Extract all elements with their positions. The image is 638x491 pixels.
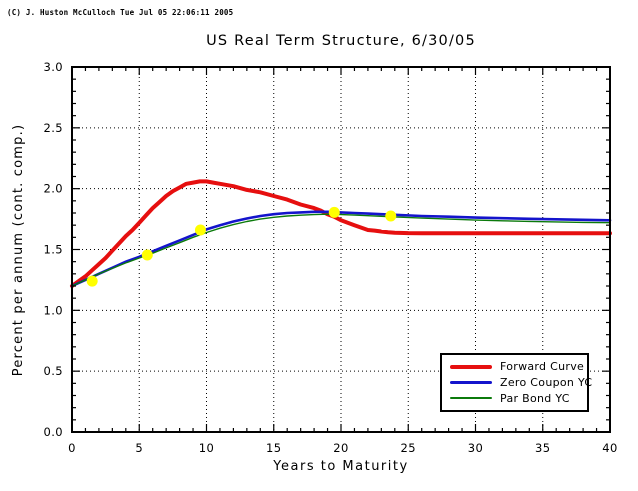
legend-line-sample-forward bbox=[450, 364, 492, 369]
data-point-marker bbox=[194, 224, 206, 236]
plot-frame bbox=[71, 66, 611, 433]
chart-title: US Real Term Structure, 6/30/05 bbox=[206, 33, 476, 49]
x-tick-label: 40 bbox=[602, 441, 617, 455]
legend-box: Forward Curve Zero Coupon YC Par Bond YC bbox=[440, 353, 592, 412]
gridlines bbox=[74, 69, 608, 430]
x-tick-label: 15 bbox=[266, 441, 281, 455]
legend-item-zero-coupon: Zero Coupon YC bbox=[450, 375, 592, 390]
legend-label-zero-coupon: Zero Coupon YC bbox=[500, 375, 593, 389]
x-axis-label: Years to Maturity bbox=[273, 459, 409, 474]
tick-labels: 0 5 10 15 20 25 30 35 40 0.0 0.5 1.0 1.5 2.0 2.5 3.0 bbox=[44, 60, 618, 455]
y-tick-label: 2.5 bbox=[44, 121, 64, 135]
data-point-marker bbox=[385, 210, 397, 222]
y-tick-label: 3.0 bbox=[44, 60, 64, 74]
x-tick-label: 35 bbox=[535, 441, 550, 455]
legend-line-sample-par-bond bbox=[450, 397, 492, 400]
legend-label-par-bond: Par Bond YC bbox=[500, 391, 570, 405]
series-zero-coupon-yc bbox=[70, 210, 612, 288]
y-tick-label: 1.5 bbox=[44, 243, 64, 257]
x-tick-label: 20 bbox=[333, 441, 348, 455]
data-point-marker bbox=[141, 249, 153, 261]
legend-item-forward-curve: Forward Curve bbox=[450, 359, 587, 374]
copyright-text: (C) J. Huston McCulloch Tue Jul 05 22:06… bbox=[7, 8, 234, 17]
x-tick-label: 0 bbox=[68, 441, 76, 455]
x-tick-label: 10 bbox=[199, 441, 214, 455]
y-tick-label: 0.5 bbox=[44, 364, 64, 378]
legend-line-sample-zero-coupon bbox=[450, 381, 492, 384]
x-tick-label: 5 bbox=[135, 441, 143, 455]
data-point-marker bbox=[86, 275, 98, 287]
y-tick-label: 2.0 bbox=[44, 182, 64, 196]
x-tick-label: 30 bbox=[468, 441, 483, 455]
y-tick-label: 1.0 bbox=[44, 303, 64, 317]
series-forward-curve bbox=[70, 179, 612, 288]
x-tick-label: 25 bbox=[401, 441, 416, 455]
y-tick-label: 0.0 bbox=[44, 425, 64, 439]
data-point-markers bbox=[86, 206, 397, 287]
legend-label-forward: Forward Curve bbox=[500, 360, 585, 374]
legend-item-par-bond: Par Bond YC bbox=[450, 391, 587, 406]
data-point-marker bbox=[328, 206, 340, 218]
